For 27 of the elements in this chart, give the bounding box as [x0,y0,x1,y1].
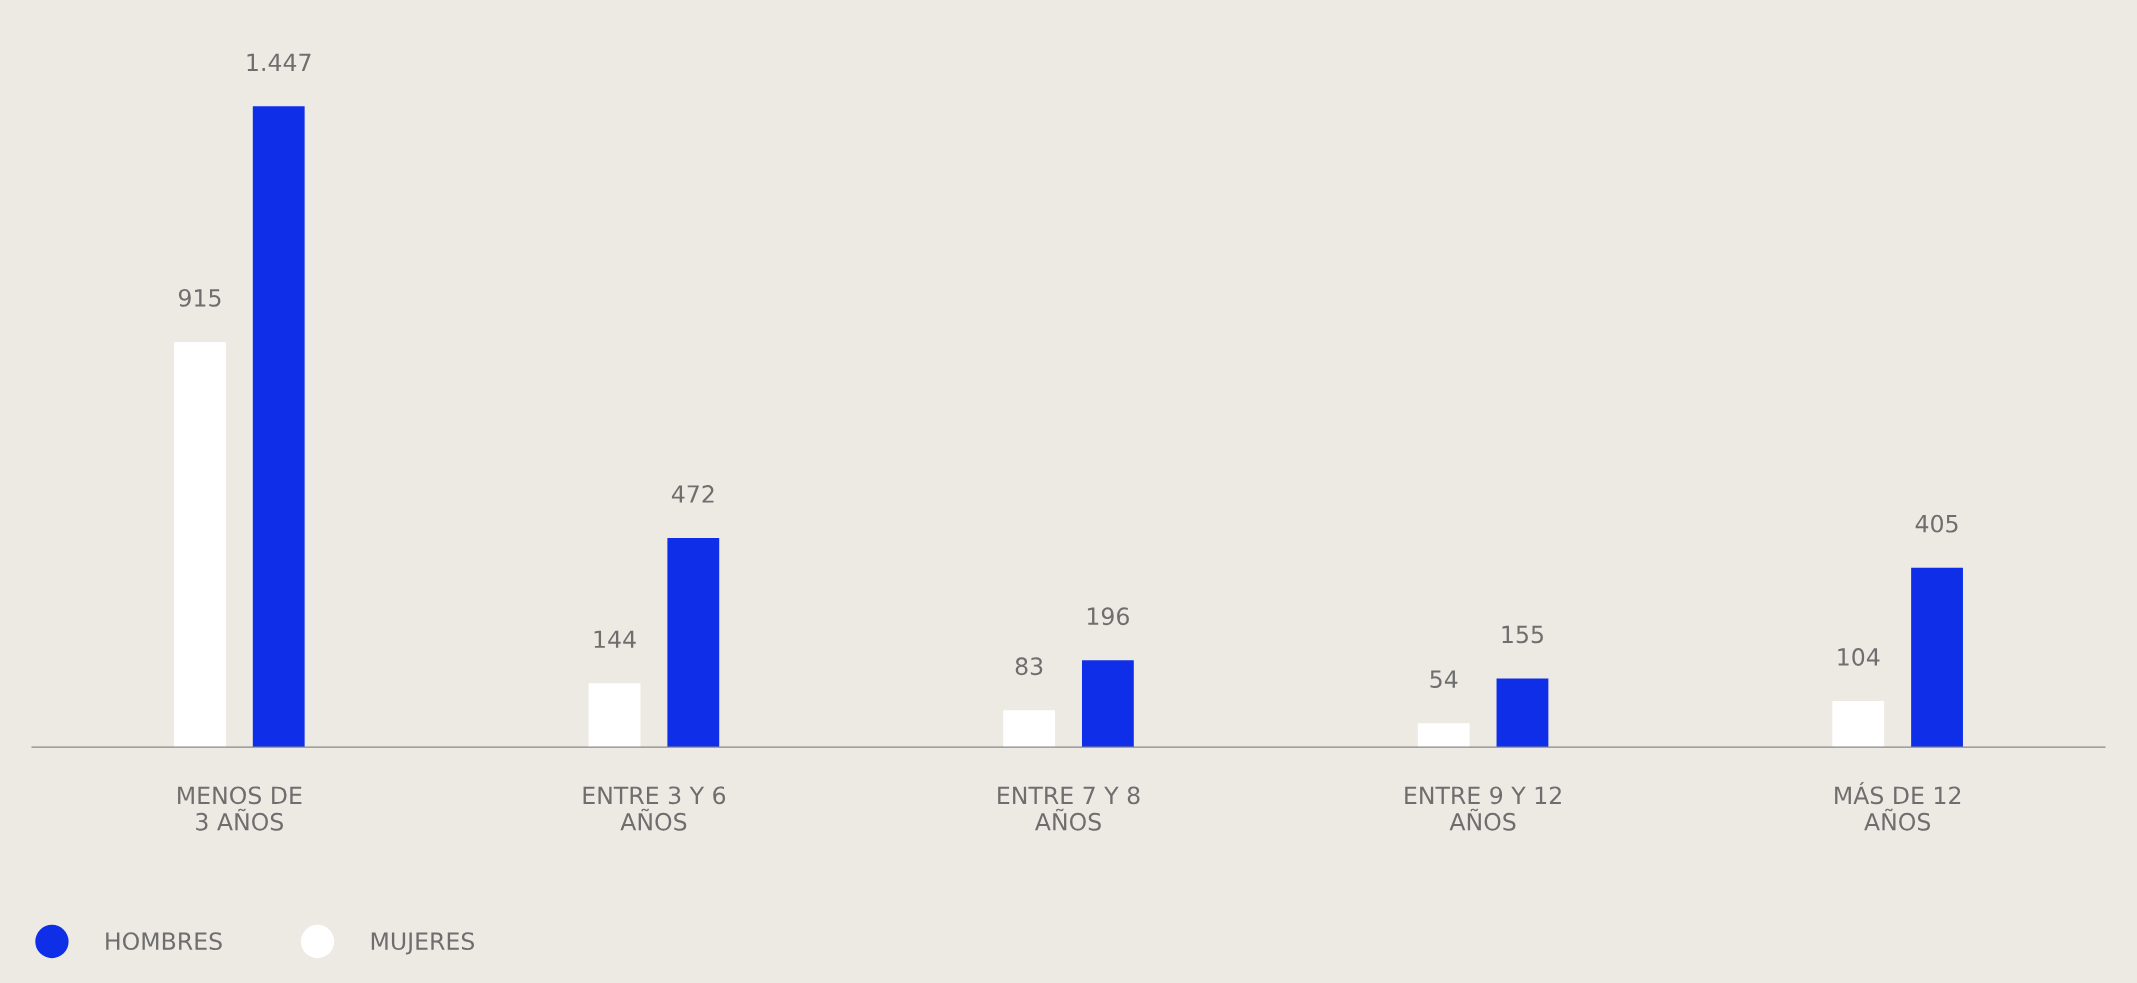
data-label: 1.447 [247,53,311,71]
bar [1832,701,1885,748]
legend-label: MUJERES [371,932,475,955]
x-tick-label: MENOS DE 3 AÑOS [178,786,302,831]
bar [252,106,305,748]
x-tick-label: MÁS DE 12 AÑOS [1835,782,1961,831]
data-label: 144 [594,630,636,648]
bar [1003,710,1056,748]
data-label: 472 [671,485,714,503]
data-label: 405 [1915,514,1958,533]
data-label: 915 [178,288,221,307]
bar [174,341,226,748]
bar [1496,678,1549,748]
legend-label: HOMBRES [106,932,222,951]
data-label: 83 [1015,657,1043,676]
x-tick-label: ENTRE 7 Y 8 AÑOS [998,786,1140,831]
x-tick-label: ENTRE 9 Y 12 AÑOS [1405,786,1561,831]
bar [1417,723,1470,748]
x-tick-label: ENTRE 3 Y 6 AÑOS [583,786,726,831]
data-label: 104 [1838,648,1880,666]
data-label: 196 [1087,607,1129,626]
bar [667,538,720,748]
data-label: 155 [1502,625,1543,644]
bar [1081,660,1134,748]
bar [1911,567,1963,748]
bar [588,683,641,748]
data-label: 54 [1430,670,1458,689]
